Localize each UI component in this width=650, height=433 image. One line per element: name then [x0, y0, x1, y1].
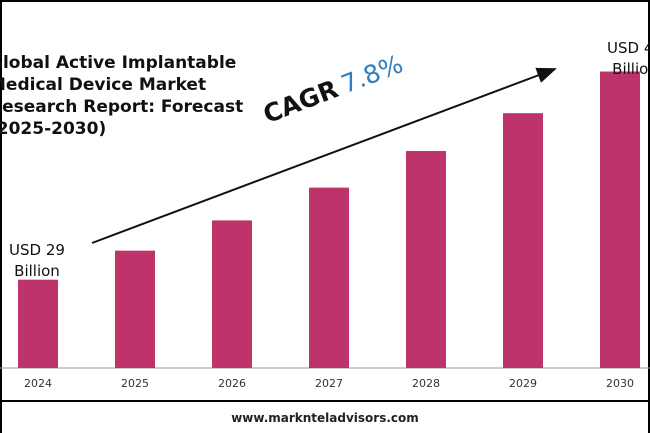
bar-2027 [309, 187, 349, 368]
x-tick-label-2030: 2030 [606, 377, 634, 390]
chart-title: Global Active Implantable Medical Device… [0, 53, 244, 139]
right-border [648, 0, 650, 433]
left-border [0, 0, 2, 433]
x-tick-label-2027: 2027 [315, 377, 343, 390]
cagr-trend-arrow [91, 67, 557, 244]
x-tick-label-2029: 2029 [509, 377, 537, 390]
bars-group [18, 71, 640, 369]
footer-divider [0, 400, 650, 402]
x-tick-labels: 2024 2025 2026 2027 2028 2029 2030 [24, 377, 634, 390]
x-tick-label-2024: 2024 [24, 377, 52, 390]
x-tick-label-2026: 2026 [218, 377, 246, 390]
bar-2028 [406, 151, 446, 368]
x-tick-label-2025: 2025 [121, 377, 149, 390]
footer-url: www.marknteladvisors.com [231, 411, 419, 425]
bar-2025 [115, 250, 155, 368]
bar-2029 [503, 113, 543, 369]
bar-2026 [212, 220, 252, 368]
top-border [0, 0, 650, 2]
bar-2030 [600, 71, 640, 369]
start-value-annotation: USD 29 Billion [9, 241, 65, 280]
end-value-annotation: USD 45 Billion [607, 39, 650, 78]
bar-2024 [18, 279, 58, 368]
x-tick-label-2028: 2028 [412, 377, 440, 390]
